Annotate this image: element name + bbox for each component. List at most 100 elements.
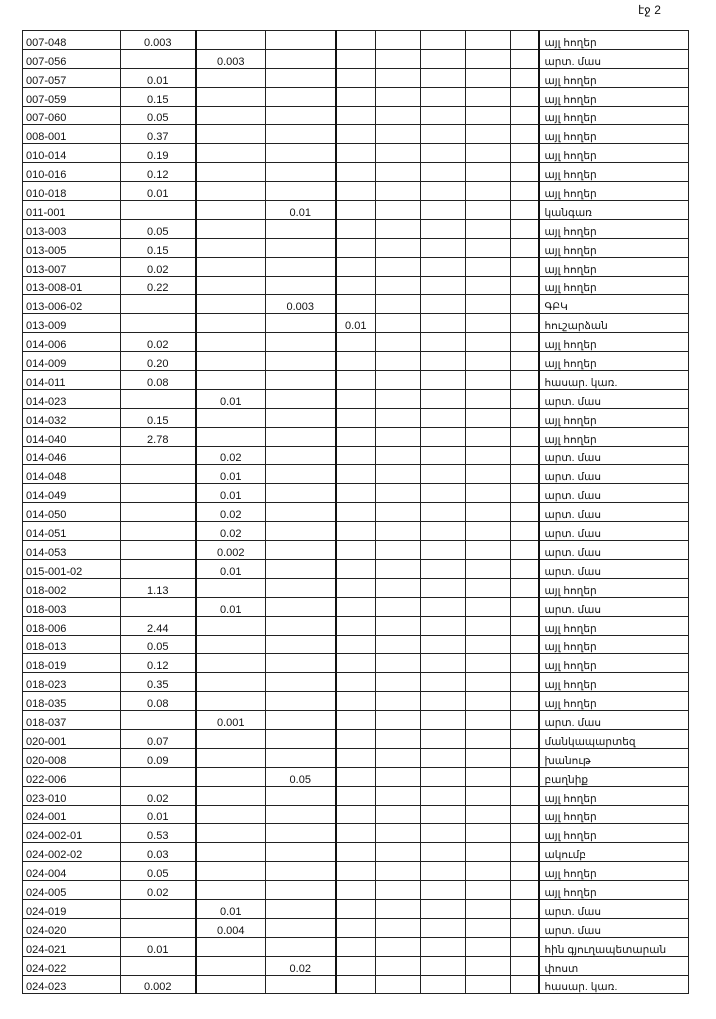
area-col1-cell [120,483,197,504]
land-use-cell: այլ հողեր [538,672,689,693]
land-use-cell: հին գյուղապետարան [538,936,689,957]
empty-cell [510,577,540,598]
empty-cell [375,181,421,202]
empty-cell [420,521,466,542]
area-col1-cell [120,313,197,334]
area-col4-cell [335,880,376,900]
area-col1-cell [120,898,197,919]
land-use-cell: արտ. մաս [538,502,689,523]
empty-cell [420,766,466,787]
empty-cell [510,691,540,712]
land-use-cell: այլ հողեր [538,237,689,258]
empty-cell [465,86,511,107]
empty-cell [465,880,511,900]
empty-cell [420,596,466,617]
area-col3-cell [265,181,337,202]
area-col4-cell [335,558,376,579]
empty-cell [420,200,466,220]
empty-cell [375,861,421,882]
area-col4-cell [335,804,376,825]
empty-cell [510,124,540,145]
empty-cell [510,351,540,372]
empty-cell [465,596,511,617]
area-col1-cell: 0.003 [120,30,197,50]
parcel-code-cell: 007-056 [22,48,121,69]
land-use-cell: հասար. կառ. [538,370,689,390]
area-col2-cell: 0.003 [195,48,266,69]
area-col1-cell: 0.01 [120,936,197,957]
land-use-cell: այլ հողեր [538,218,689,239]
parcel-code-cell: 013-007 [22,256,121,277]
empty-cell [465,313,511,334]
land-use-cell: այլ հողեր [538,880,689,900]
area-col2-cell [195,351,266,372]
empty-cell [510,785,540,806]
empty-cell [510,804,540,825]
empty-cell [375,332,421,353]
empty-cell [510,634,540,655]
empty-cell [465,974,511,995]
empty-cell [510,974,540,995]
area-col1-cell [120,502,197,523]
empty-cell [375,67,421,88]
empty-cell [375,351,421,372]
empty-cell [465,634,511,655]
area-col1-cell: 0.37 [120,124,197,145]
empty-cell [375,105,421,126]
area-col4-cell [335,521,376,542]
empty-cell [375,691,421,712]
empty-cell [465,483,511,504]
empty-cell [420,48,466,69]
parcel-code-cell: 020-001 [22,728,121,749]
area-col3-cell: 0.05 [265,766,337,787]
empty-cell [510,275,540,296]
table-row: 018-002 1.13 այլ հողեր [22,577,689,598]
table-row: 024-005 0.02 այլ հողեր [22,880,689,900]
table-row: 013-008-01 0.22 այլ հողեր [22,275,689,296]
table-row: 011-001 0.01 կանգառ [22,200,689,220]
empty-cell [465,653,511,674]
area-col1-cell [120,445,197,466]
empty-cell [465,540,511,560]
area-col2-cell: 0.02 [195,502,266,523]
area-col2-cell [195,124,266,145]
empty-cell [465,48,511,69]
empty-cell [375,955,421,976]
empty-cell [420,634,466,655]
area-col1-cell [120,955,197,976]
table-row: 014-006 0.02 այլ հողեր [22,332,689,353]
empty-cell [510,48,540,69]
empty-cell [375,313,421,334]
parcel-code-cell: 014-040 [22,426,121,447]
parcel-code-cell: 024-023 [22,974,121,995]
empty-cell [510,237,540,258]
empty-cell [465,200,511,220]
area-col2-cell [195,200,266,220]
parcel-code-cell: 010-014 [22,143,121,164]
empty-cell [465,407,511,428]
area-col3-cell [265,558,337,579]
area-col1-cell: 0.02 [120,256,197,277]
parcel-code-cell: 024-004 [22,861,121,882]
area-col2-cell [195,105,266,126]
table-row: 014-051 0.02 արտ. մաս [22,521,689,542]
area-col4-cell [335,596,376,617]
parcel-code-cell: 007-048 [22,30,121,50]
parcel-code-cell: 020-008 [22,747,121,768]
area-col4-cell [335,370,376,390]
empty-cell [420,426,466,447]
area-col2-cell: 0.01 [195,596,266,617]
area-col3-cell [265,67,337,88]
land-use-cell: հասար. կառ. [538,974,689,995]
land-use-cell: այլ հողեր [538,785,689,806]
area-col4-cell [335,691,376,712]
area-col1-cell: 0.35 [120,672,197,693]
area-col4-cell [335,634,376,655]
area-col4-cell [335,407,376,428]
empty-cell [465,162,511,183]
empty-cell [510,464,540,485]
area-col2-cell: 0.01 [195,483,266,504]
table-row: 013-006-02 0.003 ԳԲԿ [22,294,689,315]
area-col3-cell [265,275,337,296]
area-col1-cell: 0.53 [120,823,197,844]
